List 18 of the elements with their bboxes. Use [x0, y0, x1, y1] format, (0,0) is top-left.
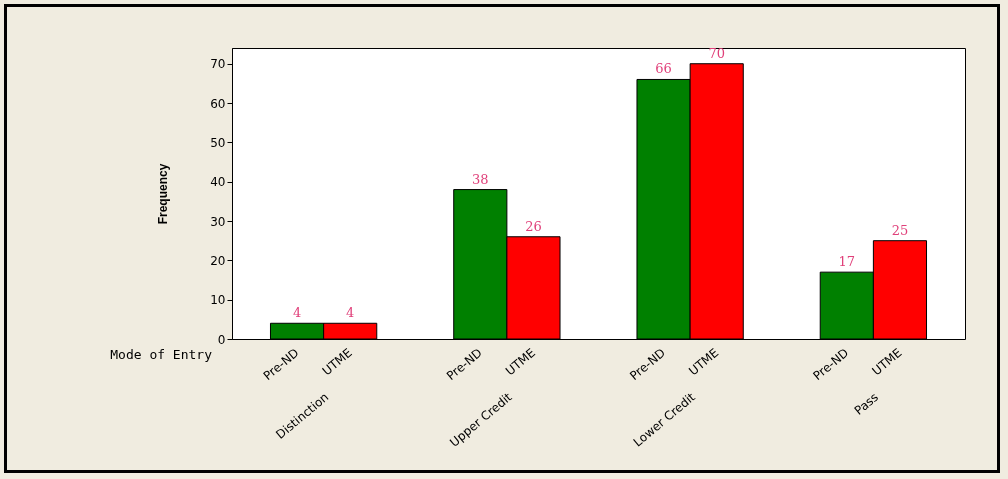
y-tick-label: 70 [210, 57, 226, 72]
y-tick-label: 10 [210, 293, 226, 308]
data-label: 17 [838, 254, 856, 270]
y-tick-label: 40 [210, 175, 226, 190]
y-tick-label: 60 [210, 96, 226, 111]
y-tick-label: 30 [210, 214, 226, 229]
x-axis-title: Mode of Entry [110, 347, 213, 362]
data-label: 4 [346, 305, 355, 321]
data-label: 38 [472, 171, 489, 187]
data-label: 66 [655, 61, 672, 77]
data-label: 70 [708, 45, 725, 61]
y-axis-title: Frequency [156, 163, 171, 225]
y-tick-label: 0 [217, 332, 226, 347]
data-label: 4 [292, 305, 302, 321]
data-label: 25 [891, 222, 909, 238]
y-tick-label: 50 [210, 135, 226, 150]
data-label: 26 [525, 218, 542, 234]
y-tick-label: 20 [210, 253, 226, 268]
